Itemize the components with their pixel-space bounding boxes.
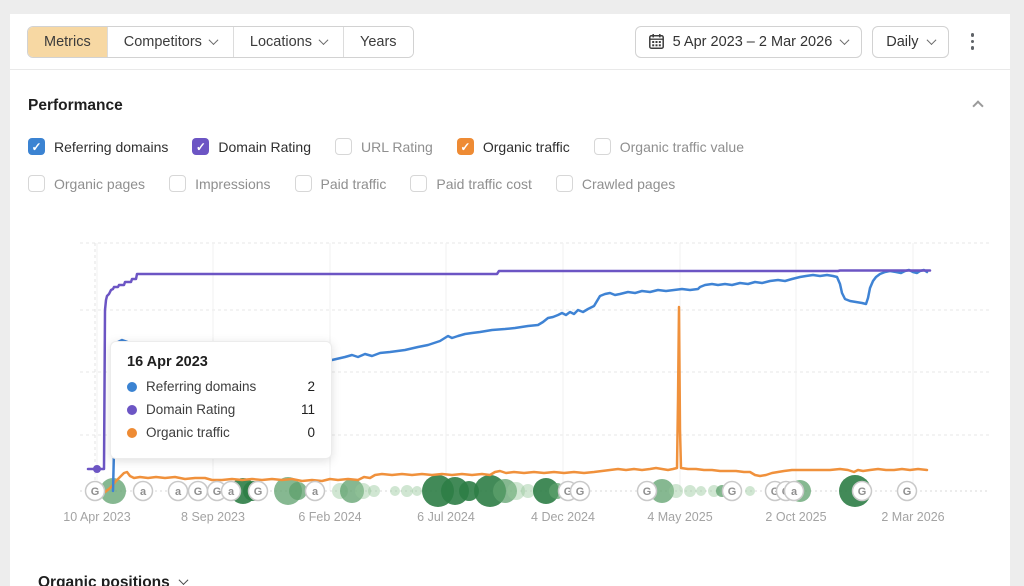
tooltip-series-value: 0 [307,425,315,440]
metric-toggle-url-rating[interactable]: URL Rating [335,138,433,155]
granularity-button[interactable]: Daily [872,25,949,58]
metric-label: Paid traffic [320,175,387,192]
checkbox-unchecked-icon[interactable] [410,175,428,192]
tab-competitors[interactable]: Competitors [107,26,234,57]
tooltip-row: Domain Rating 11 [127,402,315,417]
performance-title: Performance [28,97,123,114]
collapse-section-icon[interactable] [972,100,984,112]
tab-label: Locations [249,33,312,50]
series-dot-icon [127,427,137,438]
view-tabs: Metrics Competitors Locations Years [27,25,414,58]
date-range-label: 5 Apr 2023 – 2 Mar 2026 [672,33,833,50]
metric-toggle-impressions[interactable]: Impressions [169,175,271,192]
metric-label: Crawled pages [581,175,676,192]
checkbox-unchecked-icon[interactable] [169,175,187,192]
tooltip-series-value: 2 [307,379,315,394]
checkbox-unchecked-icon[interactable] [593,138,611,155]
checkbox-unchecked-icon[interactable] [555,175,573,192]
metric-toggle-domain-rating[interactable]: Domain Rating [192,138,311,155]
metric-label: URL Rating [361,138,433,155]
main-card: Metrics Competitors Locations Years 5 Apr 2… [10,14,1010,586]
metric-label: Organic traffic value [619,138,744,155]
checkbox-checked-icon[interactable] [456,138,474,155]
tooltip-row: Organic traffic 0 [127,425,315,440]
tab-metrics[interactable]: Metrics [28,26,108,57]
chevron-down-icon [926,35,936,46]
checkbox-unchecked-icon[interactable] [294,175,312,192]
metric-label: Paid traffic cost [436,175,532,192]
granularity-label: Daily [886,33,919,50]
tab-label: Metrics [44,33,91,50]
organic-positions-section[interactable]: Organic positions [38,574,189,586]
tooltip-row: Referring domains 2 [127,379,315,394]
chevron-down-icon [318,35,329,46]
tooltip-series-label: Organic traffic [146,425,230,440]
date-range-button[interactable]: 5 Apr 2023 – 2 Mar 2026 [634,25,863,58]
toolbar-right: 5 Apr 2023 – 2 Mar 2026 Daily [634,25,983,58]
metric-toggles-row-1: Referring domains Domain Rating URL Rating… [28,138,744,155]
metric-toggle-organic-pages[interactable]: Organic pages [28,175,145,192]
tooltip-date: 16 Apr 2023 [127,354,208,370]
chevron-down-icon [208,35,219,46]
checkbox-unchecked-icon[interactable] [335,138,352,155]
toolbar: Metrics Competitors Locations Years 5 Apr 2… [10,14,1010,70]
tooltip-series-label: Referring domains [146,379,257,394]
tab-label: Years [359,33,397,50]
chevron-down-icon [178,575,189,586]
performance-header: Performance [28,97,984,115]
tooltip-series-label: Domain Rating [146,402,236,417]
metric-label: Domain Rating [218,138,311,155]
organic-positions-title: Organic positions [38,574,170,586]
metric-label: Organic traffic [482,138,570,155]
more-options-button[interactable] [963,27,983,56]
series-dot-icon [127,404,137,415]
tab-locations[interactable]: Locations [233,26,344,57]
metric-toggles-row-2: Organic pages Impressions Paid traffic Paid… [28,175,675,192]
checkbox-checked-icon[interactable] [192,138,210,155]
metric-toggle-paid-traffic-cost[interactable]: Paid traffic cost [410,175,532,192]
calendar-icon [648,34,664,49]
metric-toggle-crawled-pages[interactable]: Crawled pages [555,175,676,192]
metric-toggle-organic-traffic-value[interactable]: Organic traffic value [593,138,744,155]
metric-toggle-paid-traffic[interactable]: Paid traffic [294,175,387,192]
tab-years[interactable]: Years [343,26,413,57]
chart-tooltip: 16 Apr 2023 Referring domains 2 Domain Rat… [110,341,332,459]
metric-label: Referring domains [54,138,169,155]
metric-label: Impressions [195,175,271,192]
tooltip-series-value: 11 [300,402,315,417]
metric-toggle-organic-traffic[interactable]: Organic traffic [456,138,570,155]
tab-label: Competitors [123,33,202,50]
chevron-down-icon [839,35,850,46]
metric-label: Organic pages [54,175,146,192]
series-dot-icon [127,381,137,392]
metric-toggle-referring-domains[interactable]: Referring domains [28,138,168,155]
checkbox-unchecked-icon[interactable] [28,175,45,192]
checkbox-checked-icon[interactable] [28,138,45,155]
